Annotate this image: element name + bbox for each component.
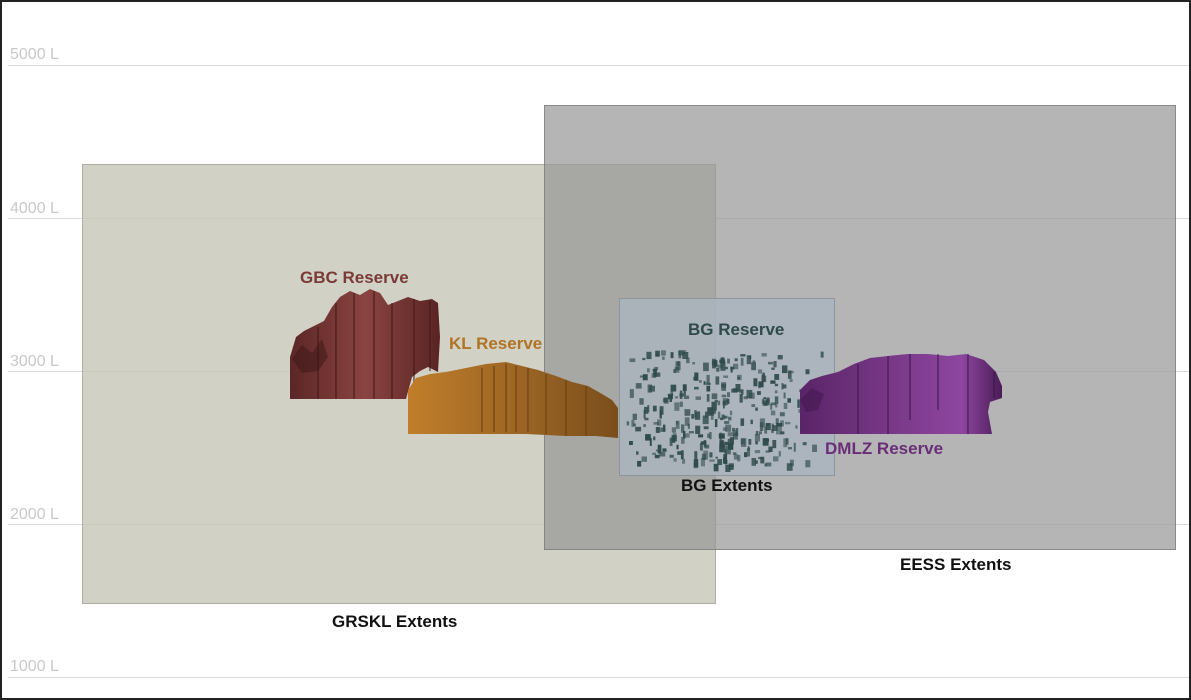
gbc-reserve-body xyxy=(290,289,440,399)
bg-reserve-body xyxy=(626,350,824,472)
grskl-extents-label: GRSKL Extents xyxy=(332,612,458,631)
level-line-5000 xyxy=(8,65,1189,66)
level-label-5000: 5000 L xyxy=(10,46,59,63)
dmlz-reserve-body xyxy=(800,354,1002,434)
bg-reserve-label: BG Reserve xyxy=(688,320,785,339)
level-label-3000: 3000 L xyxy=(10,353,59,370)
eess-extents-label: EESS Extents xyxy=(900,555,1012,574)
kl-reserve-body xyxy=(408,362,618,438)
bg-extents-label: BG Extents xyxy=(681,476,773,495)
gbc-reserve-label: GBC Reserve xyxy=(300,268,409,287)
level-line-1000 xyxy=(8,677,1189,678)
kl-reserve-label: KL Reserve xyxy=(449,334,543,353)
level-label-2000: 2000 L xyxy=(10,506,59,523)
dmlz-reserve-label: DMLZ Reserve xyxy=(825,439,944,458)
level-label-1000: 1000 L xyxy=(10,658,59,675)
level-label-4000: 4000 L xyxy=(10,200,59,217)
